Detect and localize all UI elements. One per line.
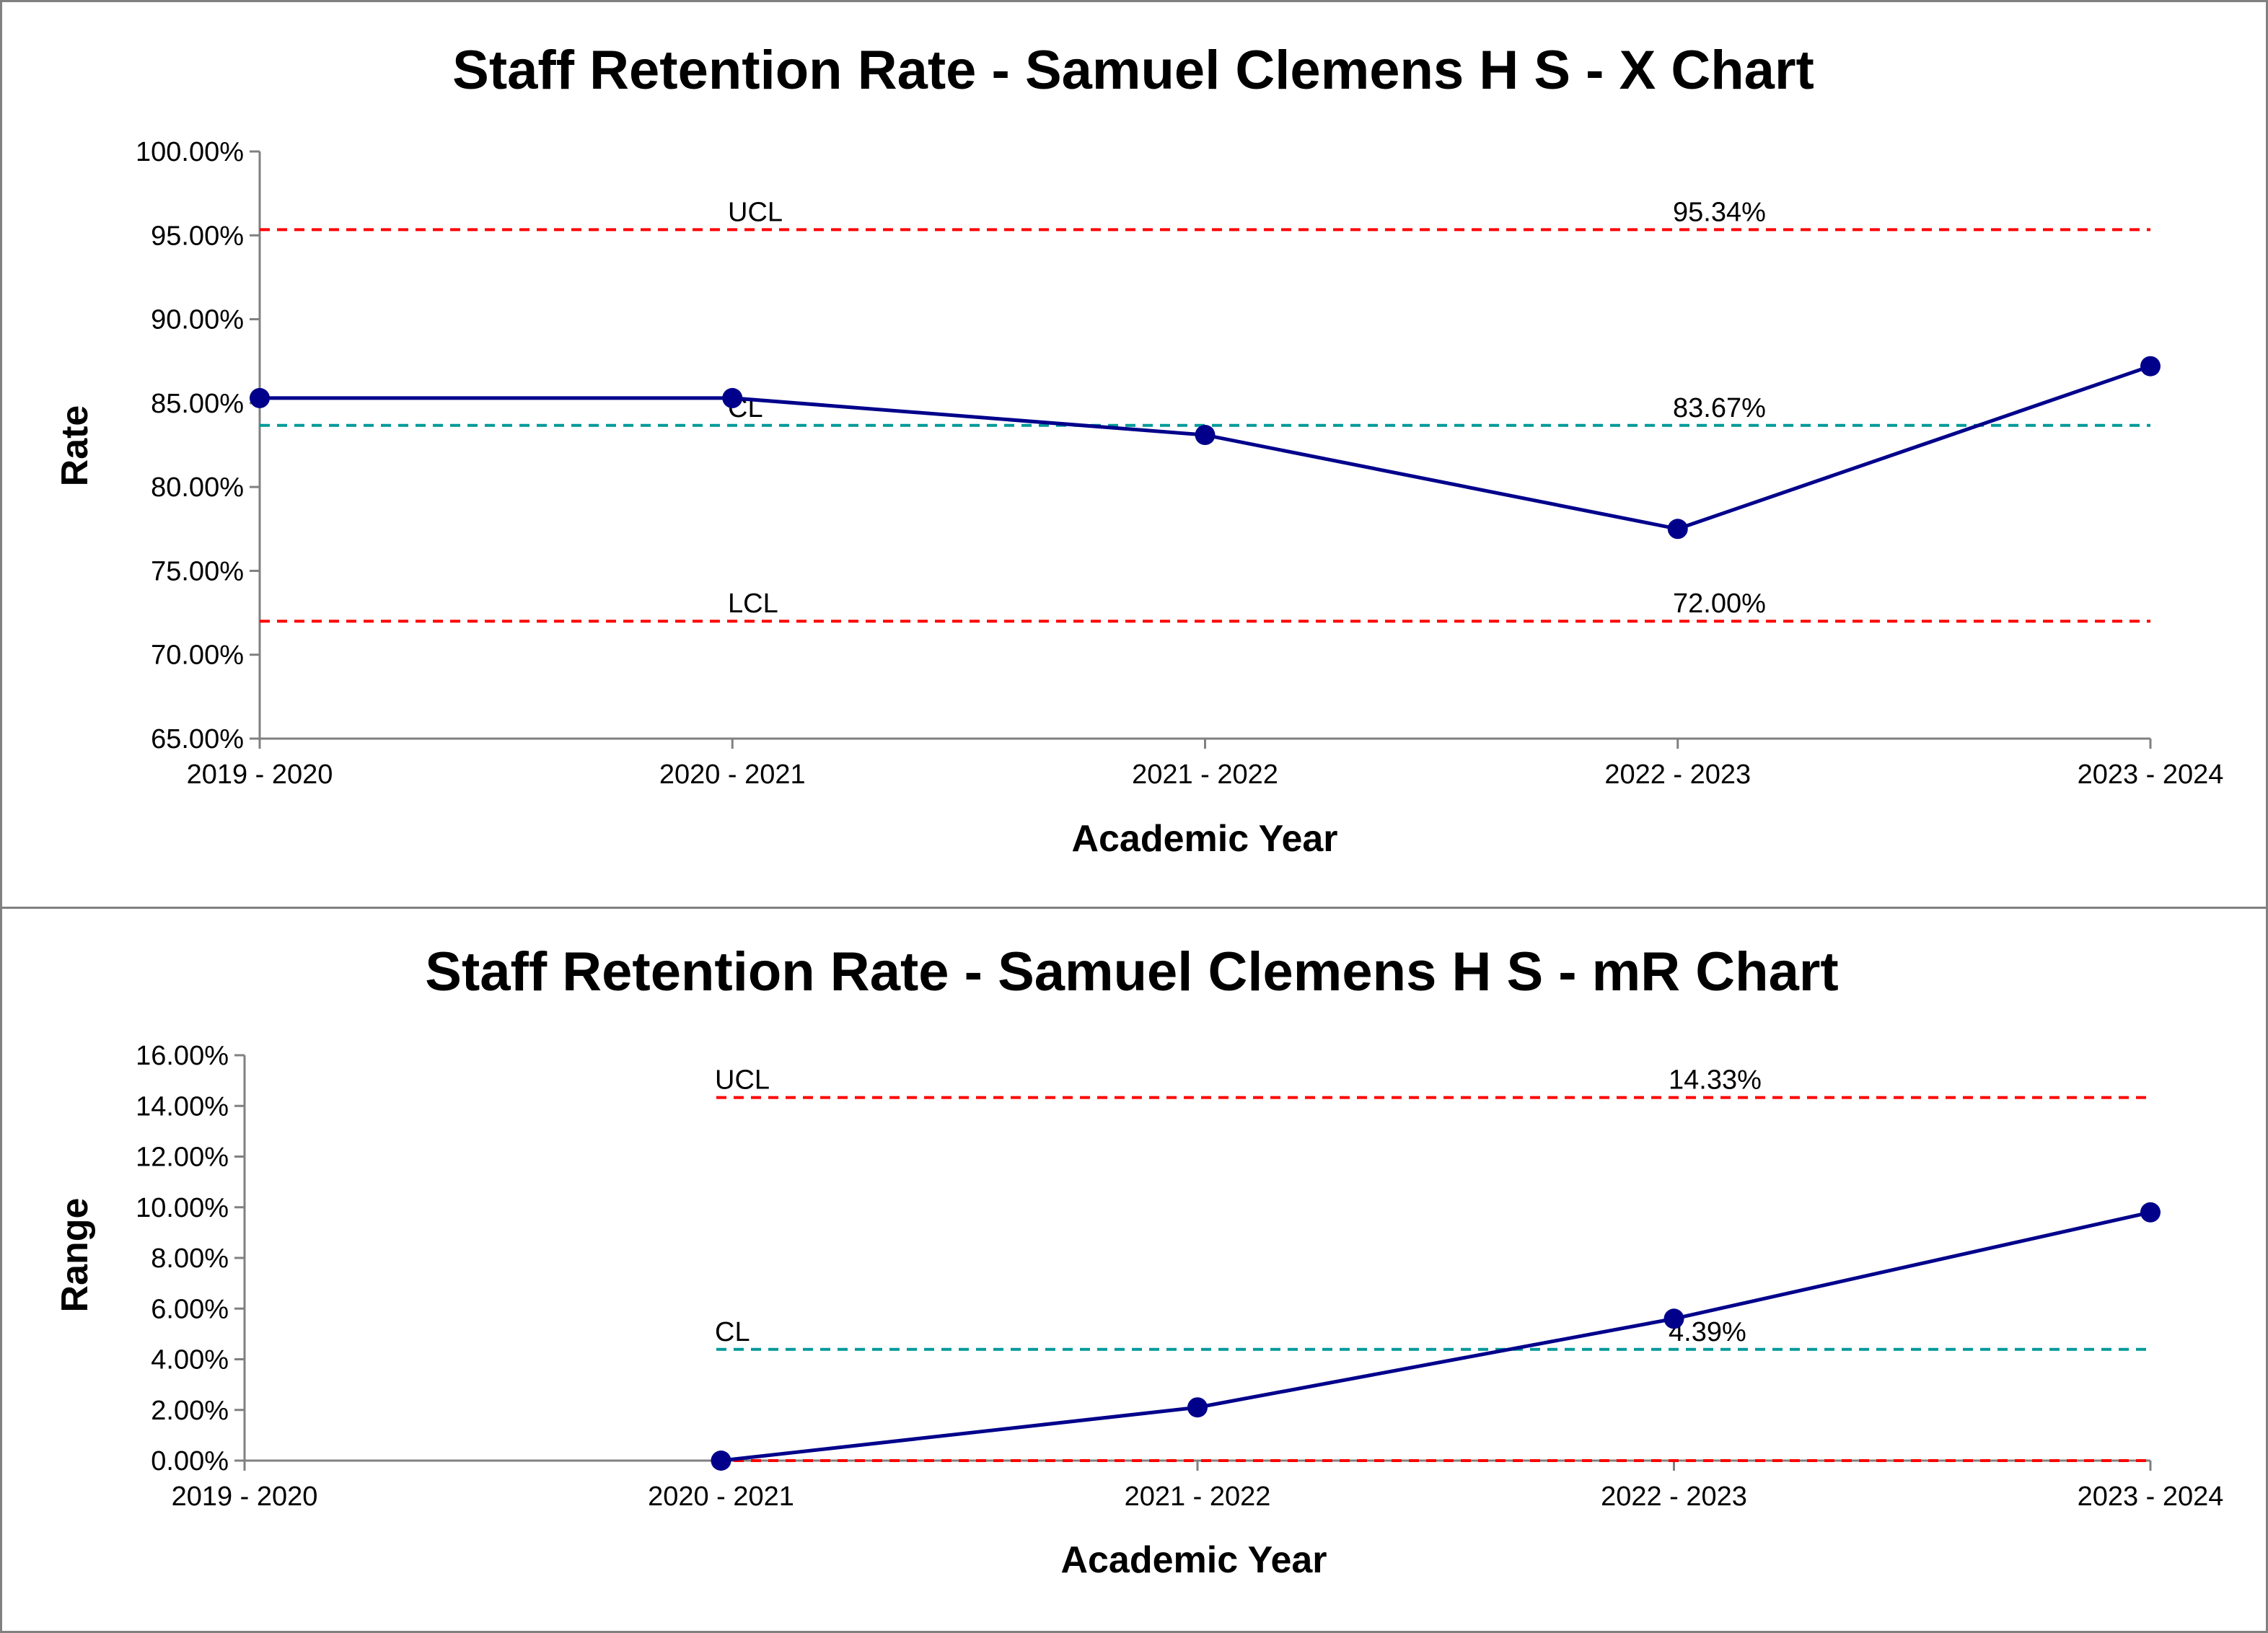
y-tick-label: 95.00% [151,221,244,251]
chart-title: Staff Retention Rate - Samuel Clemens H … [425,941,1838,1003]
y-tick-label: 0.00% [151,1446,229,1476]
y-tick-label: 12.00% [136,1143,229,1173]
mr-chart-panel: Staff Retention Rate - Samuel Clemens H … [0,907,2268,1633]
data-point [1667,519,1688,540]
control-line-label: LCL [728,589,778,619]
x-tick-label: 2022 - 2023 [1601,1482,1747,1512]
series-line [260,364,2151,531]
data-point [250,387,270,408]
data-point [1195,425,1216,446]
control-line-label: UCL [728,197,783,227]
x-tick-label: 2022 - 2023 [1604,760,1751,790]
y-axis-title: Range [54,1198,96,1313]
series-line [721,1210,2151,1463]
x-tick-label: 2019 - 2020 [187,760,333,790]
control-line-value: 72.00% [1673,589,1766,619]
mr-chart-svg: Staff Retention Rate - Samuel Clemens H … [54,941,2224,1581]
data-point [722,387,743,408]
control-line-label: UCL [715,1065,770,1096]
x-tick-label: 2020 - 2021 [659,760,806,790]
y-tick-label: 16.00% [136,1041,229,1071]
control-line-value: 14.33% [1669,1065,1762,1096]
y-tick-label: 75.00% [151,556,244,586]
control-line-value: 83.67% [1673,393,1766,423]
y-tick-label: 65.00% [151,724,244,754]
x-tick-label: 2023 - 2024 [2078,760,2224,790]
data-point [2140,1202,2161,1223]
chart-title: Staff Retention Rate - Samuel Clemens H … [452,40,1814,101]
x-tick-label: 2020 - 2021 [648,1482,794,1512]
y-tick-label: 4.00% [151,1345,229,1375]
x-tick-label: 2021 - 2022 [1132,760,1278,790]
y-tick-label: 80.00% [151,472,244,503]
control-line-value: 95.34% [1673,197,1766,227]
x-axis-title: Academic Year [1071,818,1337,860]
y-tick-label: 70.00% [151,641,244,671]
y-tick-label: 8.00% [151,1244,229,1274]
control-line-label: CL [715,1317,750,1347]
y-axis-title: Rate [54,405,96,487]
y-tick-label: 90.00% [151,305,244,335]
y-tick-label: 6.00% [151,1294,229,1324]
data-point [1663,1308,1684,1329]
x-chart-panel: Staff Retention Rate - Samuel Clemens H … [0,0,2268,909]
data-point [1187,1397,1208,1418]
data-point [2140,356,2161,377]
data-point [711,1451,731,1471]
y-tick-label: 100.00% [136,137,244,167]
y-tick-label: 2.00% [151,1396,229,1426]
y-tick-label: 85.00% [151,389,244,419]
y-tick-label: 10.00% [136,1193,229,1223]
x-tick-label: 2019 - 2020 [172,1482,318,1512]
y-tick-label: 14.00% [136,1091,229,1122]
x-tick-label: 2023 - 2024 [2078,1482,2224,1512]
x-tick-label: 2021 - 2022 [1125,1482,1271,1512]
x-chart-svg: Staff Retention Rate - Samuel Clemens H … [54,40,2224,860]
x-axis-title: Academic Year [1060,1539,1327,1581]
